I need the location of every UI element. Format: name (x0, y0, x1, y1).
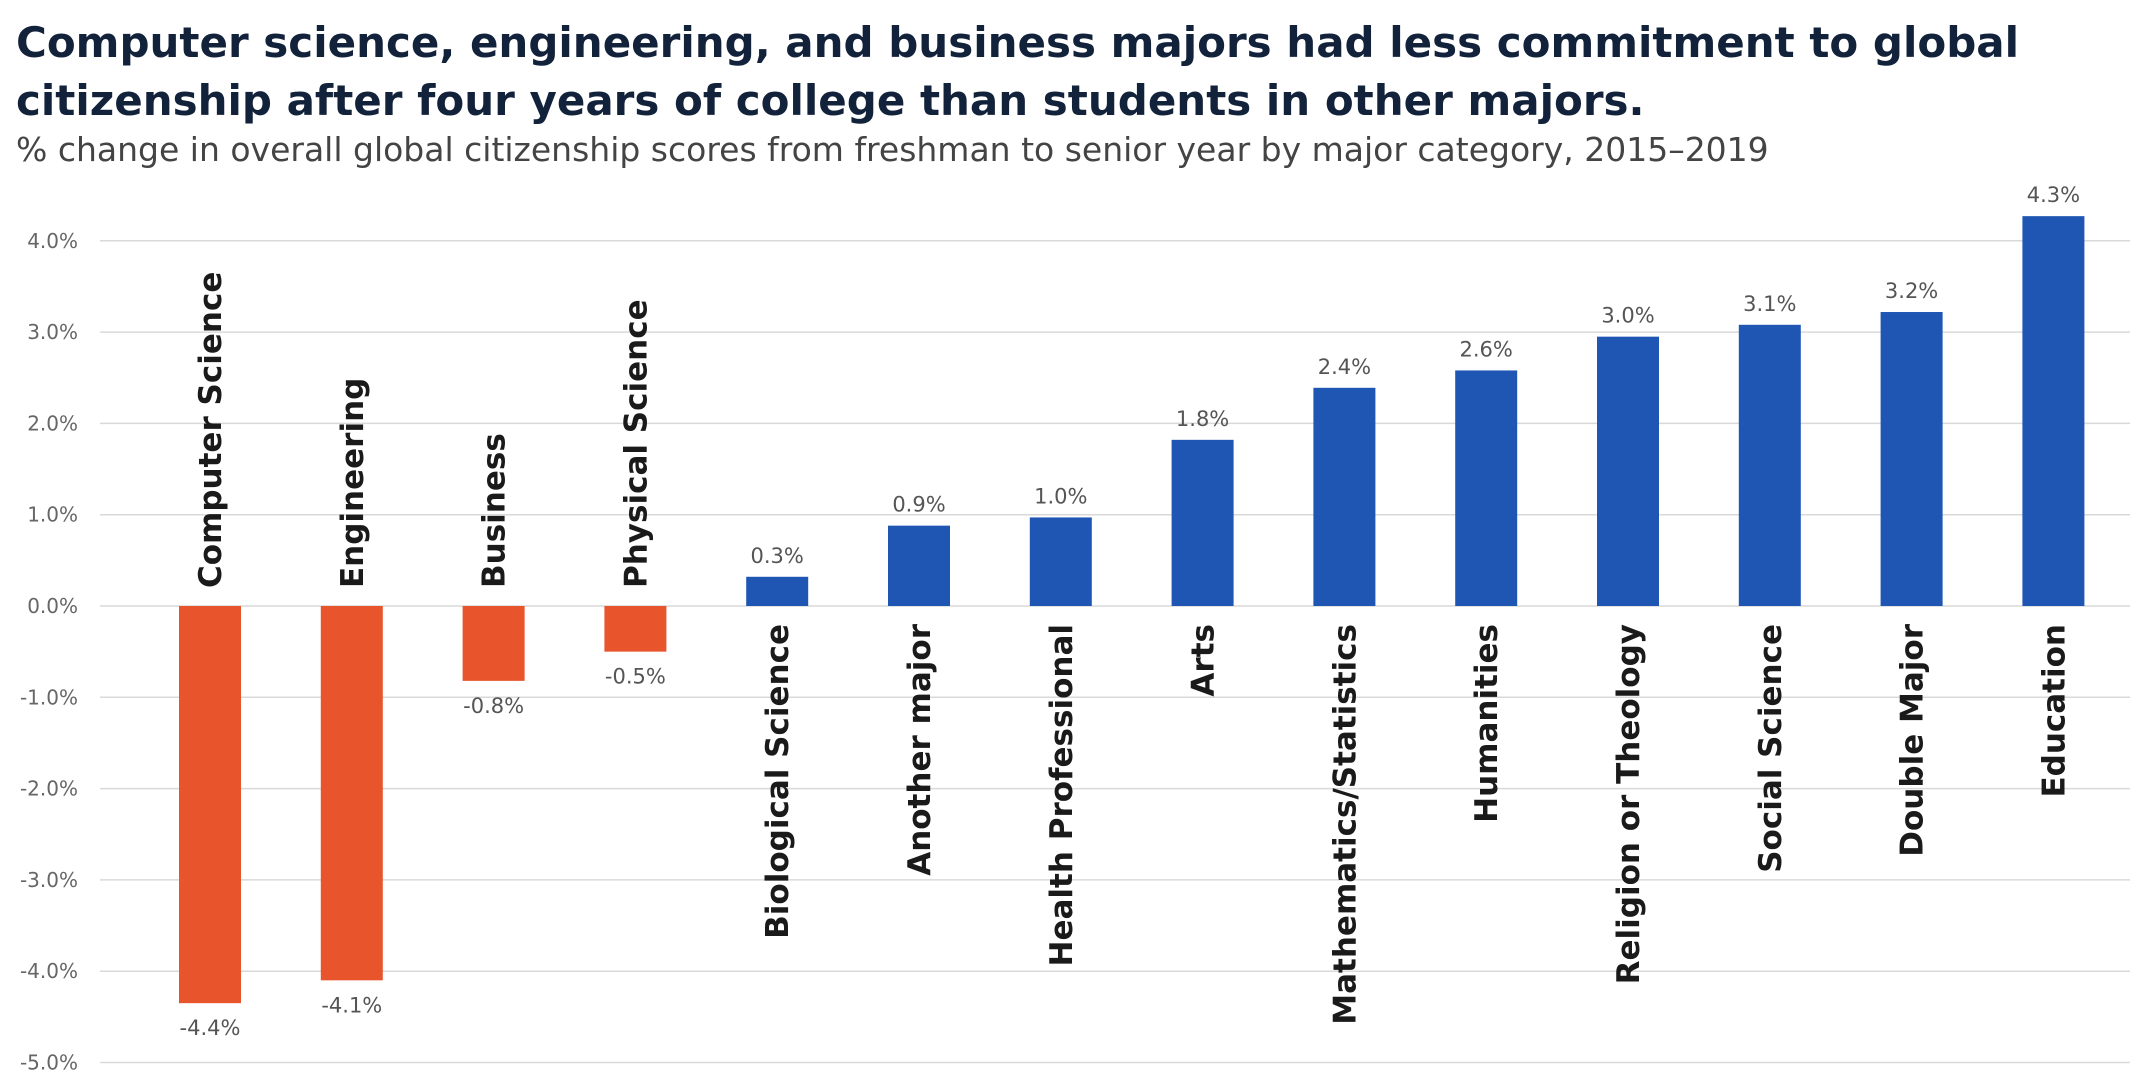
category-label: Health Professional (1044, 624, 1080, 966)
y-tick-label: -2.0% (20, 777, 78, 801)
value-label: 1.0% (1034, 484, 1087, 508)
y-tick-label: 4.0% (27, 229, 78, 253)
category-label: Mathematics/Statistics (1327, 624, 1363, 1025)
bar (1738, 324, 1801, 606)
y-tick-label: 2.0% (27, 411, 78, 435)
category-label: Education (2036, 624, 2072, 798)
value-label: 0.9% (892, 493, 945, 517)
category-labels: Computer Science Engineering Business Physi… (193, 272, 2072, 1025)
y-axis-tick-labels: 4.0% 3.0% 2.0% 1.0% 0.0% -1.0% -2.0% -3.0% -4.0%… (20, 229, 78, 1075)
bar (1171, 439, 1234, 606)
bar (604, 606, 667, 652)
value-label: -4.1% (321, 993, 382, 1017)
y-tick-label: -4.0% (20, 959, 78, 983)
category-label: Physical Science (618, 299, 654, 588)
y-tick-label: -1.0% (20, 685, 78, 709)
grid-lines (100, 240, 2130, 1064)
y-tick-label: 1.0% (27, 503, 78, 527)
category-label: Another major (902, 623, 938, 875)
value-labels: -4.4% -4.1% -0.8% -0.5% 0.3% 0.9% 1.0% 1.8% 2.4%… (180, 183, 2081, 1040)
value-label: 2.4% (1318, 355, 1371, 379)
category-label: Religion or Theology (1611, 624, 1647, 984)
category-label: Humanities (1469, 624, 1505, 823)
bar (1455, 370, 1518, 606)
bar (1313, 387, 1376, 606)
y-tick-label: -5.0% (20, 1051, 78, 1075)
value-label: 3.1% (1743, 292, 1796, 316)
chart-title: Computer science, engineering, and busin… (16, 18, 2019, 125)
value-label: -4.4% (180, 1016, 241, 1040)
value-label: 1.8% (1176, 407, 1229, 431)
category-label: Biological Science (760, 624, 796, 939)
bar (746, 576, 809, 606)
bars (179, 216, 2085, 1004)
value-label: 3.2% (1885, 279, 1938, 303)
bar (320, 606, 383, 981)
bar (2022, 216, 2085, 607)
bar (1880, 312, 1943, 606)
value-label: 4.3% (2027, 183, 2080, 207)
category-label: Social Science (1753, 624, 1789, 873)
value-label: 0.3% (751, 544, 804, 568)
chart-subtitle: % change in overall global citizenship s… (16, 130, 1769, 169)
bar (888, 525, 950, 606)
category-label: Business (477, 433, 513, 588)
y-tick-label: 0.0% (27, 594, 78, 618)
bar (179, 606, 241, 1004)
y-tick-label: 3.0% (27, 320, 78, 344)
category-label: Double Major (1895, 623, 1931, 856)
value-label: -0.5% (605, 665, 666, 689)
bar (1597, 336, 1659, 606)
y-tick-label: -3.0% (20, 868, 78, 892)
bar (462, 606, 525, 681)
bar (1029, 517, 1092, 606)
value-label: -0.8% (463, 694, 524, 718)
category-label: Engineering (335, 378, 371, 588)
category-label: Computer Science (193, 272, 229, 588)
category-label: Arts (1186, 624, 1222, 697)
value-label: 3.0% (1601, 304, 1654, 328)
value-label: 2.6% (1460, 337, 1513, 361)
